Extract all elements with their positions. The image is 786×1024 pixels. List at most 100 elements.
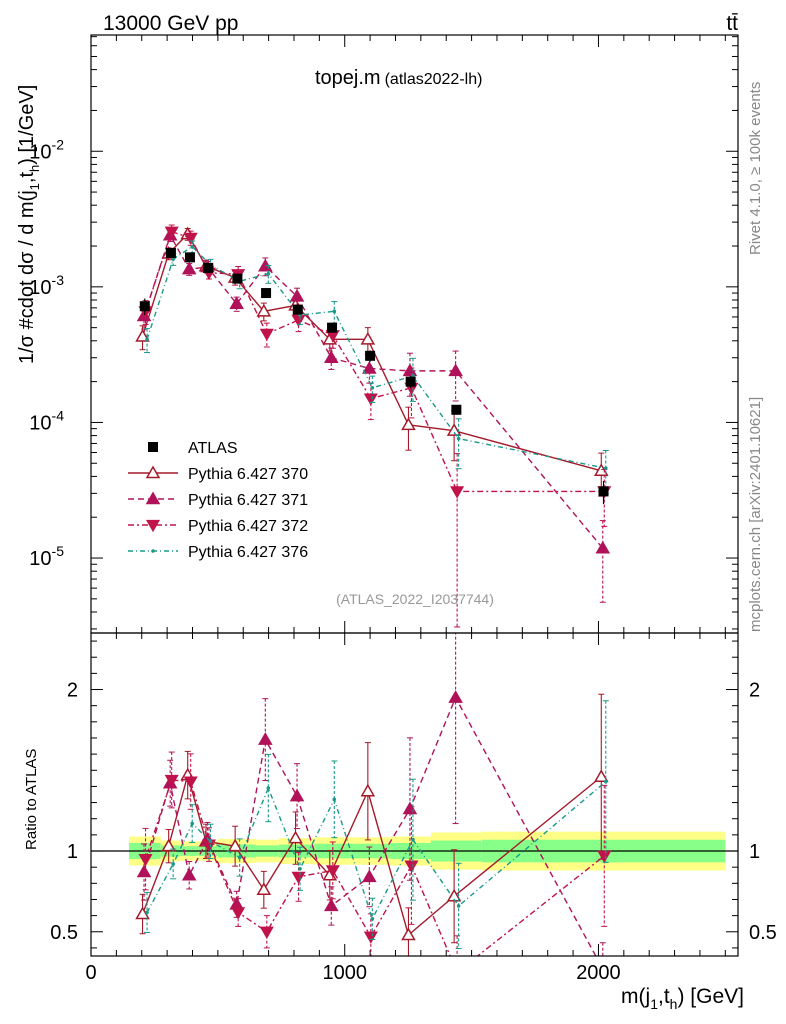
series-ratio-point — [451, 968, 463, 979]
ratio-tick-label-left: 0.5 — [50, 922, 78, 944]
series-ratio-point — [446, 888, 462, 902]
legend-entry: Pythia 6.427 371 — [128, 491, 308, 509]
series-point — [370, 386, 375, 390]
header-process-label: tt̄ — [726, 12, 738, 35]
series-ratio-point — [190, 821, 195, 826]
series-point — [450, 486, 465, 499]
series-point — [266, 271, 271, 276]
series-ratio-point — [402, 801, 418, 815]
series-point — [190, 244, 195, 249]
series-ratio-point — [401, 927, 416, 941]
header-energy-label: 13000 GeV pp — [103, 12, 238, 35]
series-point — [183, 232, 198, 246]
series-ratio-point — [256, 882, 272, 896]
series-ratio-point — [363, 931, 378, 944]
data-point — [165, 247, 176, 258]
series-ratio-point — [298, 866, 302, 871]
series-ratio-point — [138, 853, 153, 867]
y-tick-exponent: -3 — [52, 272, 65, 288]
plot-title-main: topej.m — [315, 67, 381, 89]
ratio-tick-label-right: 0.5 — [749, 922, 777, 944]
legend-entry: Pythia 6.427 376 — [128, 544, 308, 561]
legend-label: Pythia 6.427 372 — [188, 518, 308, 535]
legend-label: Pythia 6.427 371 — [188, 492, 308, 509]
series-point — [603, 466, 608, 470]
series-ratio-point — [323, 898, 339, 912]
series-ratio-point — [603, 779, 608, 784]
data-point — [365, 350, 376, 361]
data-point — [203, 262, 214, 273]
x-tick-label: 1000 — [322, 962, 367, 984]
series-point — [402, 363, 418, 377]
main-panel: 10-510-410-310-2 — [29, 34, 739, 956]
x-tick-label: 2000 — [576, 962, 621, 984]
series-point — [456, 436, 461, 441]
y-tick-exponent: -4 — [52, 407, 65, 423]
analysis-watermark: (ATLAS_2022_I2037744) — [336, 591, 494, 607]
series-ratio-point — [448, 690, 463, 703]
series-point — [171, 257, 175, 261]
legend-entry: ATLAS — [148, 440, 238, 457]
series-ratio-point — [208, 839, 213, 844]
series-ratio-3 — [144, 700, 609, 950]
series-ratio-point — [227, 838, 243, 852]
data-point — [451, 404, 462, 415]
series-ratio-point — [411, 837, 415, 842]
plot-title: topej.m (atlas2022-lh) — [315, 67, 482, 89]
series-ratio-line — [144, 779, 605, 956]
series-ratio-point — [258, 732, 273, 745]
x-axis-label: m(j1,th) [GeV] — [621, 985, 744, 1012]
series-point — [448, 363, 463, 377]
legend-entry: Pythia 6.427 370 — [128, 465, 308, 483]
mcplots-label: mcplots.cern.ch [arXiv:2401.10621] — [747, 397, 764, 632]
series-ratio-point — [259, 926, 274, 939]
series-ratio-point — [332, 797, 337, 802]
series-ratio-line — [141, 772, 602, 937]
data-point — [232, 273, 243, 284]
series-ratio-point — [183, 776, 198, 789]
series-ratio-point — [145, 910, 149, 915]
series-ratio-point — [456, 904, 461, 908]
legend-marker — [148, 442, 158, 452]
series-ratio-2 — [138, 751, 612, 979]
legend-label: ATLAS — [188, 440, 238, 457]
y-axis-label: 1/σ #cdot dσ / d m(j1,th) [1/GeV] — [16, 85, 42, 364]
series-point — [229, 296, 244, 310]
series-ratio-point — [136, 864, 152, 878]
series-ratio-point — [289, 788, 305, 802]
series-ratio-point — [181, 867, 197, 881]
data-point — [292, 304, 303, 315]
series-ratio-point — [161, 838, 176, 852]
series-ratio-point — [360, 783, 376, 797]
legend-marker — [145, 519, 161, 533]
series-point — [332, 309, 337, 314]
series-point — [595, 540, 611, 554]
legend-marker — [145, 465, 161, 479]
series-point — [259, 328, 274, 342]
series-ratio-point — [404, 860, 419, 873]
series-point — [360, 331, 376, 345]
ratio-panel: 0 1000 2000 0.5 0.5 1 1 2 2 — [50, 632, 777, 984]
ratio-tick-label-left: 1 — [67, 841, 78, 863]
series-point — [256, 303, 272, 317]
series-ratio-point — [370, 917, 375, 921]
ratio-plot-area — [91, 633, 738, 979]
series-ratio-point — [325, 865, 340, 878]
ratio-y-axis-label: Ratio to ATLAS — [23, 749, 40, 850]
series-ratio-1 — [136, 633, 606, 956]
series-ratio-point — [231, 907, 246, 920]
series-line — [146, 245, 606, 469]
x-tick-label: 0 — [85, 962, 96, 984]
legend-entry: Pythia 6.427 372 — [128, 518, 308, 535]
data-point — [405, 376, 416, 387]
y-tick-exponent: -2 — [52, 136, 65, 152]
series-ratio-point — [291, 871, 306, 885]
series-point — [401, 417, 416, 431]
series-ratio-line — [146, 781, 607, 921]
series-ratio-point — [593, 769, 609, 782]
ratio-tick-label-right: 1 — [749, 841, 760, 863]
legend-marker — [151, 549, 155, 553]
series-ratio-point — [597, 850, 612, 864]
y-tick-label: 10-4 — [29, 407, 64, 434]
